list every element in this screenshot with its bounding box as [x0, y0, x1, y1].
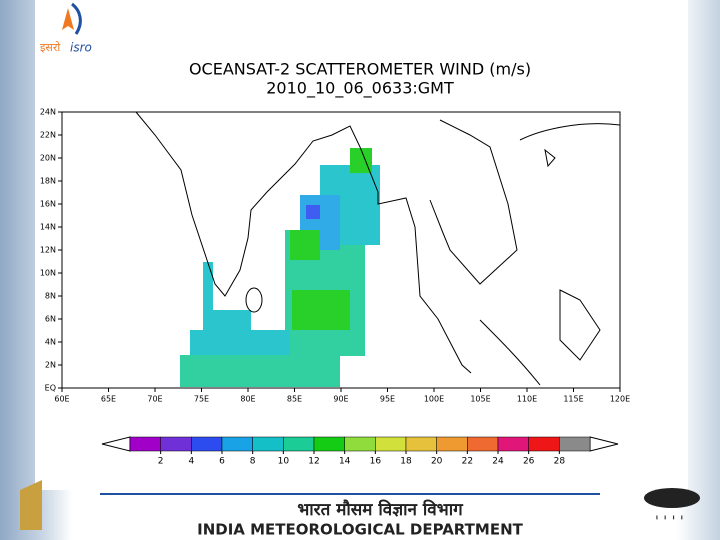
y-tick-label: 4N: [45, 338, 56, 347]
colorbar-label: 24: [492, 457, 504, 467]
colorbar-box: [221, 436, 253, 452]
colorbar-label: 6: [219, 457, 225, 467]
colorbar-box: [160, 436, 192, 452]
y-tick-label: 10N: [40, 269, 56, 278]
x-tick-label: 95E: [380, 395, 395, 404]
colorbar-box: [252, 436, 284, 452]
x-tick-label: 90E: [333, 395, 348, 404]
y-tick-label: 20N: [40, 154, 56, 163]
y-tick-label: 6N: [45, 315, 56, 324]
colorbar-label: 14: [339, 457, 351, 467]
x-tick-label: 85E: [287, 395, 302, 404]
colorbar-box: [129, 436, 161, 452]
colorbar-label: 22: [462, 457, 473, 467]
footer-hindi: भारत मौसम विज्ञान विभाग: [297, 499, 464, 520]
x-tick-label: 65E: [101, 395, 116, 404]
x-tick-label: 70E: [147, 395, 162, 404]
colorbar-label: 26: [523, 457, 535, 467]
footer-english: INDIA METEOROLOGICAL DEPARTMENT: [197, 521, 524, 539]
logo-latin: isro: [70, 41, 92, 55]
isro-logo: इसरो isro: [40, 2, 92, 55]
colorbar-box: [375, 436, 407, 452]
colorbar-label: 12: [308, 457, 319, 467]
colorbar-box: [191, 436, 223, 452]
colorbar-label: 18: [400, 457, 412, 467]
colorbar-box: [528, 436, 560, 452]
colorbar-box: [344, 436, 376, 452]
colorbar-label: 28: [554, 457, 566, 467]
y-tick-label: EQ: [45, 384, 56, 393]
x-tick-label: 115E: [563, 395, 583, 404]
colorbar-box: [497, 436, 529, 452]
colorbar-box: [283, 436, 315, 452]
logo-hindi: इसरो: [40, 41, 60, 54]
colorbar-box: [313, 436, 345, 452]
colorbar-box: [559, 436, 591, 452]
colorbar-box: [467, 436, 499, 452]
x-tick-label: 110E: [517, 395, 537, 404]
y-tick-label: 14N: [40, 223, 56, 232]
colorbar-label: 20: [431, 457, 443, 467]
x-tick-label: 100E: [424, 395, 444, 404]
colorbar-label: 8: [250, 457, 256, 467]
colorbar-label: 2: [158, 457, 164, 467]
x-tick-label: 75E: [194, 395, 209, 404]
weather-icon: ' ' ' ': [644, 488, 700, 530]
svg-text:' ' ' ': ' ' ' ': [655, 514, 684, 530]
x-tick-label: 80E: [240, 395, 255, 404]
coastline: [135, 111, 621, 386]
y-tick-label: 16N: [40, 200, 56, 209]
x-tick-label: 120E: [610, 395, 630, 404]
x-tick-label: 105E: [470, 395, 490, 404]
y-tick-label: 12N: [40, 246, 56, 255]
y-tick-label: 22N: [40, 131, 56, 140]
x-tick-label: 60E: [54, 395, 69, 404]
y-tick-label: 2N: [45, 361, 56, 370]
colorbar-label: 4: [188, 457, 194, 467]
chart-title: OCEANSAT-2 SCATTEROMETER WIND (m/s): [189, 60, 531, 79]
emblem: [20, 480, 42, 530]
chart-subtitle: 2010_10_06_0633:GMT: [266, 79, 454, 99]
wind-field: [180, 148, 380, 387]
colorbar-box: [436, 436, 468, 452]
y-tick-label: 18N: [40, 177, 56, 186]
y-tick-label: 24N: [40, 108, 56, 117]
colorbar-label: 10: [278, 457, 290, 467]
y-tick-label: 8N: [45, 292, 56, 301]
colorbar-label: 16: [370, 457, 382, 467]
colorbar-box: [405, 436, 437, 452]
